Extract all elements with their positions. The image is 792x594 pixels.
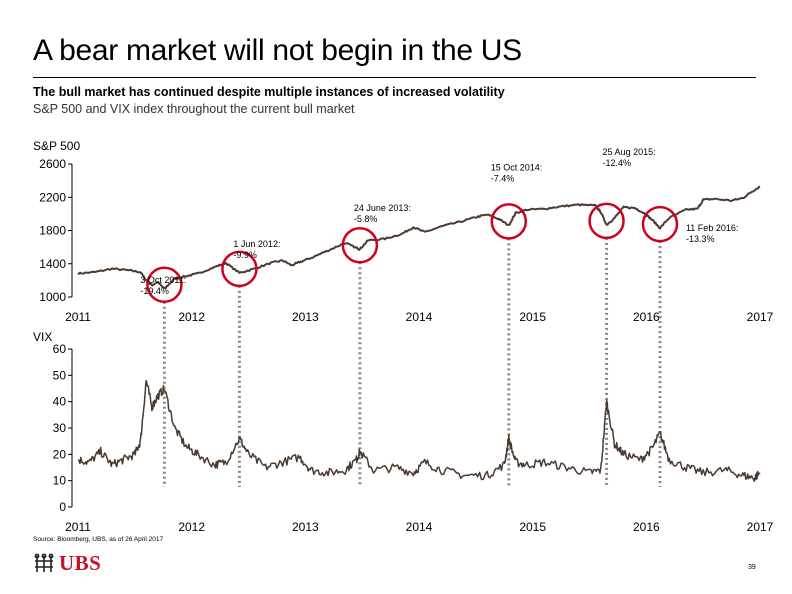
sp500-annotations: 3 Oct 2011:-19.4% 1 Jun 2012:-9.9% 24 June… [140, 147, 738, 304]
sp500-x-tick-label: 2014 [406, 310, 433, 324]
annotation-change: -5.8% [354, 214, 378, 224]
sp500-series [77, 185, 761, 289]
sp500-y-tick-label: 1400 [39, 257, 66, 271]
page-title: A bear market will not begin in the US [33, 34, 522, 67]
vix-series [77, 379, 761, 482]
annotation-date: 24 June 2013: [354, 203, 411, 213]
annotation-date: 15 Oct 2014: [491, 162, 543, 172]
title-divider [33, 77, 756, 78]
sp500-y-tick-label: 2600 [39, 157, 66, 171]
vix-y-tick-label: 20 [53, 447, 67, 461]
vix-y-tick-label: 40 [53, 395, 67, 409]
drawdown-circle [490, 203, 528, 240]
vix-y-tick-label: 60 [53, 342, 67, 356]
dotted-connectors [162, 237, 662, 487]
annotation-change: -7.4% [491, 173, 515, 183]
annotation-date: 1 Jun 2012: [233, 239, 280, 249]
vix-x-tick-label: 2011 [65, 520, 91, 534]
annotation-date: 11 Feb 2016: [686, 223, 738, 233]
annotation-date: 25 Aug 2015: [603, 147, 656, 157]
vix-y-tick-label: 30 [53, 421, 67, 435]
vix-x-tick-label: 2013 [292, 520, 319, 534]
vix-x-tick-label: 2017 [747, 520, 774, 534]
drawdown-circle [221, 250, 258, 288]
sp500-x-tick-label: 2011 [65, 310, 91, 324]
ubs-wordmark: UBS [59, 551, 102, 575]
vix-y-ticks: 60 50 40 30 20 10 0 [53, 342, 72, 514]
sp500-x-tick-label: 2016 [633, 310, 660, 324]
ubs-logo: UBS [33, 551, 101, 576]
vix-x-tick-label: 2014 [406, 520, 433, 534]
vix-x-tick-label: 2016 [633, 520, 660, 534]
annotation-change: -12.4% [603, 158, 632, 168]
sp500-x-tick-label: 2013 [292, 310, 319, 324]
drawdown-circle [641, 205, 679, 243]
ubs-keys-icon [34, 553, 54, 572]
annotation-change: -9.9% [233, 250, 257, 260]
sp500-line [77, 185, 761, 289]
annotation-change: -13.3% [686, 234, 715, 244]
chart-description: S&P 500 and VIX index throughout the cur… [33, 102, 355, 116]
annotation-date: 3 Oct 2011: [140, 275, 186, 285]
vix-y-tick-label: 50 [53, 368, 67, 382]
sp500-y-tick-label: 1000 [39, 290, 66, 304]
vix-y-tick-label: 10 [53, 474, 67, 488]
sp500-x-tick-label: 2017 [747, 310, 774, 324]
sp500-x-tick-label: 2015 [519, 310, 546, 324]
vix-y-tick-label: 0 [59, 500, 66, 514]
sp500-x-tick-label: 2012 [178, 310, 205, 324]
subtitle: The bull market has continued despite mu… [33, 85, 505, 99]
annotation-change: -19.4% [140, 286, 169, 296]
page-number: 39 [748, 564, 756, 571]
vix-x-tick-label: 2012 [178, 520, 205, 534]
sp500-axis-title: S&P 500 [33, 139, 80, 153]
source-note: Source: Bloomberg, UBS, as of 26 April 2… [33, 536, 164, 543]
sp500-y-tick-label: 2200 [39, 190, 66, 204]
sp500-y-ticks: 2600 2200 1800 1400 1000 [39, 157, 72, 304]
sp500-y-tick-label: 1800 [39, 224, 66, 238]
vix-line [77, 379, 761, 482]
vix-axis-title: VIX [33, 330, 52, 344]
drawdown-circle [588, 202, 625, 240]
vix-x-tick-label: 2015 [519, 520, 546, 534]
drawdown-circle [341, 226, 379, 264]
vix-x-ticks: 2011 2012 2013 2014 2015 2016 2017 [65, 520, 774, 534]
sp500-x-ticks: 2011 2012 2013 2014 2015 2016 2017 [65, 310, 774, 324]
drawdown-circle [146, 266, 183, 304]
